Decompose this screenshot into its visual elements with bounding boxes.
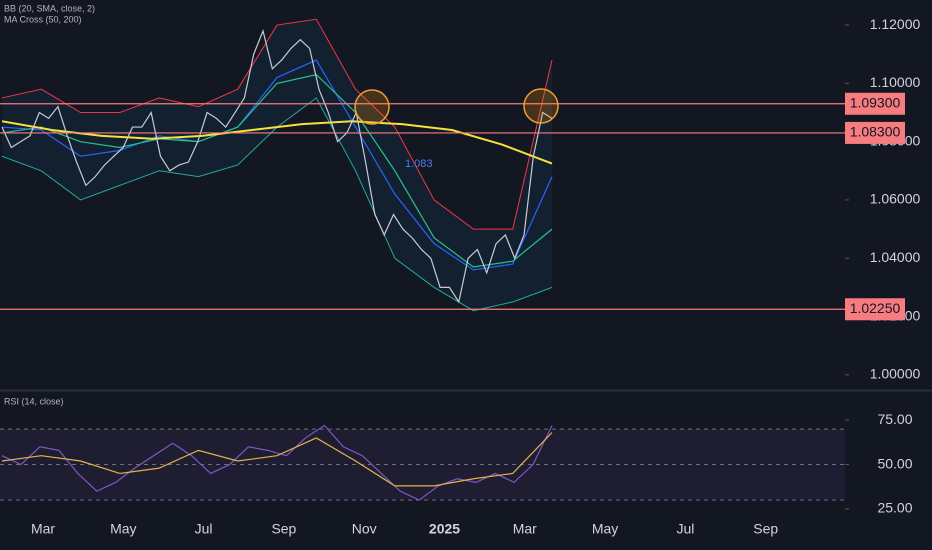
x-tick-label: Nov <box>352 521 377 537</box>
indicator-label: BB (20, SMA, close, 2) <box>4 3 95 13</box>
level-label-bg <box>845 121 905 144</box>
series-line <box>1 73 553 268</box>
y-tick-label: 75.00 <box>877 411 912 427</box>
y-tick-label: 50.00 <box>877 455 912 471</box>
rsi-title: RSI (14, close) <box>4 396 64 406</box>
x-tick-label: May <box>110 521 136 537</box>
x-tick-label: Sep <box>271 521 296 537</box>
level-label-bg <box>845 298 905 321</box>
indicator-label: MA Cross (50, 200) <box>4 14 82 24</box>
x-tick-label: Mar <box>31 521 55 537</box>
level-label-bg <box>845 92 905 115</box>
x-tick-label: Jul <box>676 521 694 537</box>
series-line <box>1 424 553 501</box>
plot-area: 1.000001.020001.040001.060001.080001.100… <box>0 16 921 537</box>
series-line <box>1 59 553 271</box>
x-tick-label: 2025 <box>429 521 460 537</box>
y-tick-label: 1.06000 <box>870 191 921 207</box>
bb-upper <box>1 18 553 230</box>
level-label: 1.09300 <box>850 94 901 110</box>
level-label: 1.02250 <box>850 300 901 316</box>
highlight-circle <box>523 88 559 124</box>
y-tick-label: 25.00 <box>877 500 912 516</box>
y-tick-label: 1.12000 <box>870 16 921 32</box>
x-tick-label: May <box>592 521 618 537</box>
y-tick-label: 1.10000 <box>870 74 921 90</box>
series-line <box>1 432 553 487</box>
level-label: 1.08300 <box>850 124 901 140</box>
x-tick-label: Jul <box>195 521 213 537</box>
y-tick-label: 1.04000 <box>870 249 921 265</box>
y-tick-label: 1.00000 <box>870 366 921 382</box>
highlight-circle <box>354 89 390 125</box>
x-tick-label: Sep <box>753 521 778 537</box>
rsi-band <box>0 429 845 501</box>
annotation: 1.083 <box>405 158 433 170</box>
bb-fill <box>2 19 552 311</box>
x-tick-label: Mar <box>513 521 537 537</box>
series-line <box>1 28 553 304</box>
